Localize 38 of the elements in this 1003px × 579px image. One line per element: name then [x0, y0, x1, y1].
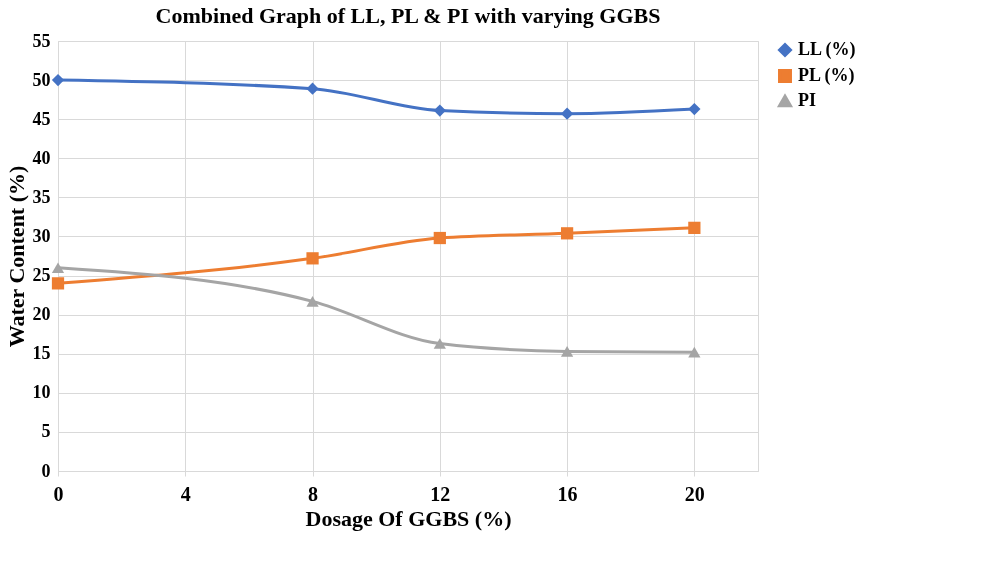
y-tick-label: 10	[32, 382, 51, 403]
point	[306, 252, 319, 265]
point	[433, 231, 446, 245]
x-tick-label: 8	[308, 482, 319, 505]
point	[688, 221, 701, 234]
legend-label: PI	[798, 90, 816, 110]
point	[560, 227, 574, 240]
point	[51, 277, 65, 290]
point	[560, 346, 574, 357]
chart-title: Combined Graph of LL, PL & PI with varying GGBS	[155, 3, 661, 28]
y-tick-label: 15	[32, 343, 51, 364]
y-tick-label: 30	[32, 225, 51, 246]
y-tick-label: 5	[41, 421, 51, 442]
legend-label: PL (%)	[798, 65, 855, 86]
y-tick-label: 45	[32, 108, 51, 129]
x-tick-label: 16	[557, 482, 578, 505]
y-axis-title: Water Content (%)	[3, 165, 29, 348]
y-tick-label: 25	[32, 265, 51, 286]
point	[560, 107, 574, 120]
point	[688, 346, 701, 358]
x-axis-title: Dosage Of GGBS (%)	[305, 505, 512, 531]
y-tick-label: 50	[32, 69, 51, 90]
point	[306, 82, 319, 95]
y-tick-label: 55	[32, 30, 51, 51]
point	[433, 104, 446, 117]
x-tick-label: 4	[180, 482, 191, 505]
y-tick-label: 20	[32, 304, 51, 325]
y-tick-label: 0	[41, 460, 51, 481]
y-tick-label: 40	[32, 147, 51, 168]
x-tick-label: 20	[684, 482, 705, 505]
point	[433, 338, 446, 349]
point	[51, 262, 65, 274]
x-tick-label: 12	[430, 482, 451, 505]
legend-label: LL (%)	[798, 39, 856, 60]
y-tick-label: 35	[32, 186, 51, 207]
point	[688, 102, 701, 116]
point	[51, 73, 65, 87]
point	[306, 296, 319, 307]
